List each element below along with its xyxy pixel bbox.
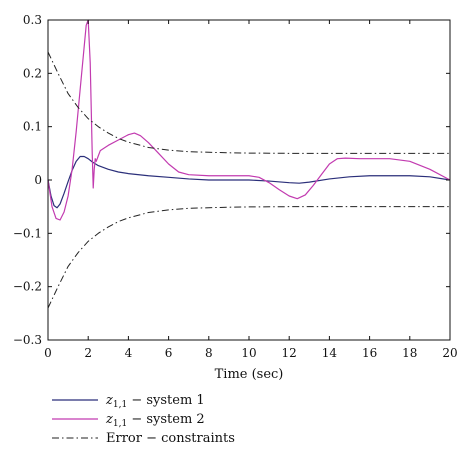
x-tick-label: 6 (165, 346, 173, 360)
series-line-3 (47, 51, 450, 154)
legend-label-rest: − system 2 (127, 412, 205, 427)
legend-label-subscript: 1,1 (113, 400, 127, 410)
legend-label-main: z (105, 412, 113, 427)
ticks-layer: 0 2 4 6 8 10 12 14 16 18 20 −0.3 −0.2 −0.1 0 0.1 0.2 0.3 (13, 13, 458, 360)
legend-label-rest: − system 1 (127, 393, 205, 408)
y-tick-label: −0.2 (13, 280, 42, 294)
y-tick-label: −0.3 (13, 333, 42, 347)
y-tick-label: 0 (34, 173, 42, 187)
y-tick-label: 0.1 (23, 120, 42, 134)
x-tick-label: 20 (442, 346, 457, 360)
y-tick-label: −0.1 (13, 226, 42, 240)
series-line-1 (47, 155, 451, 209)
x-tick-label: 18 (402, 346, 417, 360)
y-tick-label: 0.2 (23, 66, 42, 80)
legend-label-subscript: 1,1 (113, 419, 127, 429)
series-layer (47, 19, 451, 309)
legend-label-2: z1,1 − system 2 (105, 412, 205, 429)
y-tick-label: 0.3 (23, 13, 42, 27)
x-tick-label: 8 (205, 346, 213, 360)
x-tick-label: 14 (322, 346, 338, 360)
legend-label-1: z1,1 − system 1 (105, 393, 205, 410)
series-line-2 (47, 19, 451, 221)
x-tick-label: 4 (125, 346, 133, 360)
x-tick-label: 12 (282, 346, 297, 360)
legend-label-main: z (105, 393, 113, 408)
series-line-4 (47, 206, 450, 309)
x-tick-label: 0 (44, 346, 52, 360)
x-tick-label: 10 (241, 346, 256, 360)
x-axis-label: Time (sec) (215, 367, 284, 382)
x-tick-label: 2 (84, 346, 92, 360)
legend-label-3: Error − constraints (106, 431, 235, 446)
legend-label-main: Error − constraints (106, 431, 235, 446)
x-tick-label: 16 (362, 346, 377, 360)
